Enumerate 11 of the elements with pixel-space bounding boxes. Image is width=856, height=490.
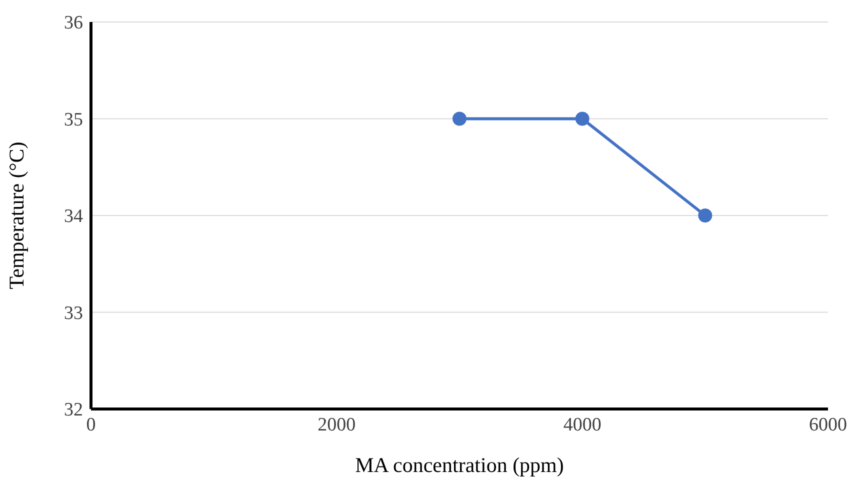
x-axis-title: MA concentration (ppm): [355, 453, 564, 477]
x-tick-label: 2000: [318, 414, 356, 436]
y-tick-label: 36: [64, 12, 83, 34]
x-tick-label: 6000: [809, 414, 847, 436]
y-axis-title: Temperature (°C): [4, 142, 28, 290]
y-tick-label: 34: [64, 206, 84, 228]
y-tick-label: 35: [64, 109, 83, 130]
x-tick-label: 4000: [563, 414, 602, 436]
y-tick-label: 32: [64, 400, 83, 421]
y-tick-label: 33: [64, 302, 83, 324]
x-tick-label: 0: [86, 414, 96, 436]
